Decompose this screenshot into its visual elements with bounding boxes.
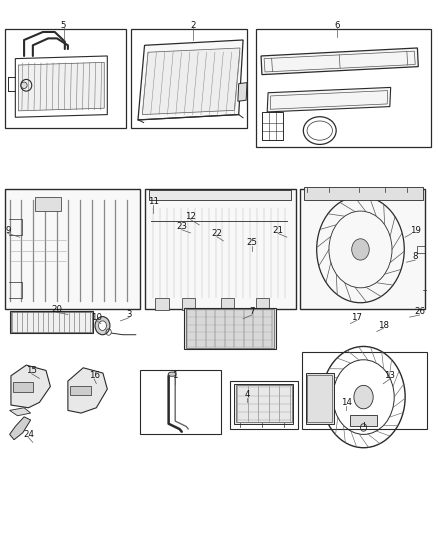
Bar xyxy=(300,189,425,309)
Text: 23: 23 xyxy=(176,222,187,231)
Text: 21: 21 xyxy=(272,226,284,235)
Text: 20: 20 xyxy=(51,305,63,313)
Polygon shape xyxy=(11,365,50,408)
Circle shape xyxy=(352,239,369,260)
Polygon shape xyxy=(238,83,247,101)
Text: 22: 22 xyxy=(211,229,223,238)
Polygon shape xyxy=(151,205,287,301)
Text: 13: 13 xyxy=(384,372,396,380)
Bar xyxy=(230,381,298,429)
Text: 8: 8 xyxy=(413,253,418,261)
Text: 24: 24 xyxy=(23,430,34,439)
Bar xyxy=(177,196,250,244)
Bar xyxy=(35,197,61,211)
Bar xyxy=(201,219,210,227)
Ellipse shape xyxy=(21,82,27,88)
Bar xyxy=(417,246,425,253)
Circle shape xyxy=(186,219,192,227)
Circle shape xyxy=(95,317,110,335)
Bar xyxy=(5,29,126,128)
Circle shape xyxy=(354,385,373,409)
Text: 25: 25 xyxy=(246,238,258,247)
Text: 1: 1 xyxy=(173,372,178,380)
Polygon shape xyxy=(10,417,31,440)
Bar xyxy=(307,375,332,422)
Bar xyxy=(236,385,292,422)
Text: 11: 11 xyxy=(148,197,159,206)
Bar xyxy=(70,386,91,395)
Ellipse shape xyxy=(168,372,176,376)
Text: 26: 26 xyxy=(414,308,425,316)
Bar xyxy=(184,308,276,349)
Text: 15: 15 xyxy=(26,366,37,375)
Bar xyxy=(182,298,195,310)
Bar xyxy=(13,382,33,392)
Bar xyxy=(186,309,274,348)
Circle shape xyxy=(193,219,199,227)
Text: 5: 5 xyxy=(61,21,66,30)
Text: 10: 10 xyxy=(91,313,102,321)
Text: 2: 2 xyxy=(190,21,195,30)
Text: 3: 3 xyxy=(127,310,132,319)
Text: 16: 16 xyxy=(88,372,100,380)
Bar xyxy=(11,312,92,332)
Bar xyxy=(5,189,140,309)
Bar xyxy=(256,29,431,147)
Bar xyxy=(304,187,423,200)
Circle shape xyxy=(99,321,106,330)
Polygon shape xyxy=(138,40,243,120)
Polygon shape xyxy=(142,48,240,115)
Bar xyxy=(10,311,93,333)
Polygon shape xyxy=(10,408,31,416)
Bar xyxy=(202,220,209,226)
Bar xyxy=(221,298,234,310)
Bar xyxy=(149,190,291,200)
Polygon shape xyxy=(18,62,104,111)
Bar xyxy=(145,189,296,309)
Text: 7: 7 xyxy=(249,308,254,316)
Bar xyxy=(131,29,247,128)
Bar xyxy=(155,298,169,310)
Bar xyxy=(262,111,283,140)
Bar xyxy=(302,352,427,429)
Polygon shape xyxy=(261,48,418,75)
Bar xyxy=(140,370,221,434)
Text: 14: 14 xyxy=(340,398,352,407)
Polygon shape xyxy=(267,87,391,112)
Text: 17: 17 xyxy=(351,313,363,321)
Text: 6: 6 xyxy=(335,21,340,30)
Polygon shape xyxy=(68,368,107,413)
Text: 4: 4 xyxy=(245,390,250,399)
Bar xyxy=(306,373,334,424)
Bar xyxy=(234,384,293,424)
Text: 18: 18 xyxy=(378,321,389,329)
Text: 19: 19 xyxy=(410,226,420,235)
Bar xyxy=(256,298,269,310)
Text: 9: 9 xyxy=(5,226,11,235)
Bar xyxy=(350,415,377,426)
Text: 12: 12 xyxy=(185,212,196,221)
